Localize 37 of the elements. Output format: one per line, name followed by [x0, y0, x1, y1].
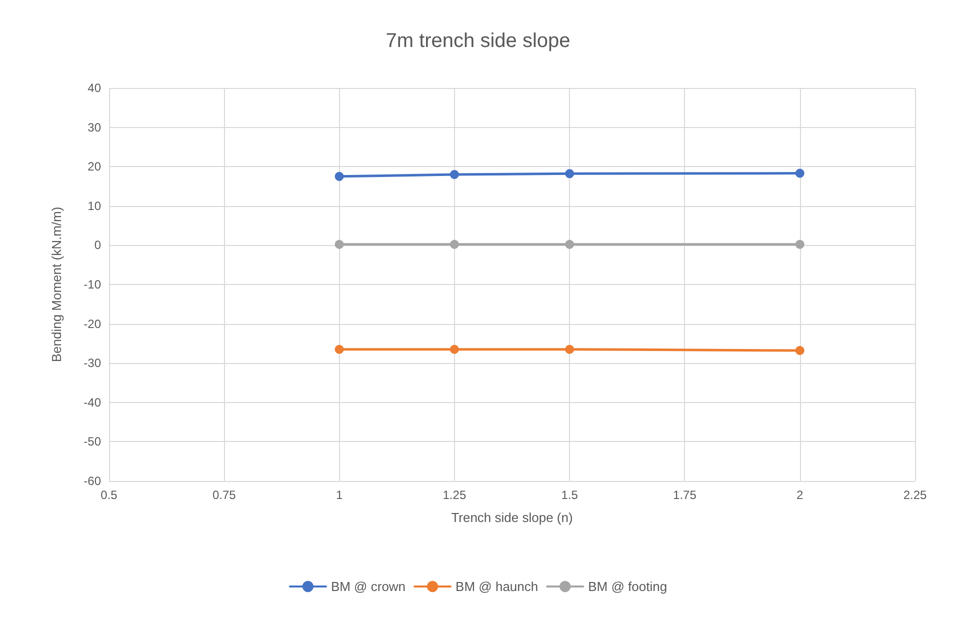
point	[334, 344, 344, 354]
point	[334, 240, 344, 249]
y-tick-label: 10	[88, 198, 102, 213]
point	[450, 344, 459, 354]
x-tick-label: 1.5	[561, 488, 578, 502]
legend-label: BM @ footing	[588, 579, 668, 594]
x-axis-title: Trench side slope (n)	[451, 510, 573, 525]
point	[450, 240, 459, 249]
y-tick-label: -20	[84, 316, 102, 331]
y-axis-title: Bending Moment (kN.m/m)	[49, 206, 64, 362]
x-tick-label: 1.75	[673, 488, 697, 502]
y-tick-label: -30	[84, 356, 102, 370]
point	[450, 170, 459, 179]
legend-label: BM @ crown	[330, 579, 406, 594]
point	[565, 240, 574, 249]
y-tick-label: -40	[84, 395, 102, 410]
point	[795, 240, 804, 249]
x-tick-label: 0.75	[212, 488, 236, 502]
chart-title: 7m trench side slope	[386, 30, 570, 52]
point	[795, 168, 804, 178]
y-tick-label: 20	[88, 160, 102, 174]
x-tick-label: 2.25	[903, 488, 927, 502]
y-tick-label: -10	[84, 278, 102, 292]
x-tick-label: 2	[796, 488, 804, 502]
legend-label: BM @ haunch	[456, 579, 538, 594]
point	[334, 172, 344, 181]
y-tick-label: -60	[84, 474, 102, 488]
point	[795, 346, 804, 356]
x-tick-label: 1	[336, 488, 343, 502]
point	[565, 169, 574, 178]
y-tick-label: -50	[84, 434, 102, 449]
y-tick-label: 40	[88, 81, 102, 95]
y-tick-label: 30	[88, 120, 102, 134]
x-tick-label: 1.25	[442, 488, 466, 502]
y-tick-label: 0	[94, 238, 102, 252]
point	[565, 344, 574, 354]
x-tick-label: 0.5	[100, 488, 118, 502]
